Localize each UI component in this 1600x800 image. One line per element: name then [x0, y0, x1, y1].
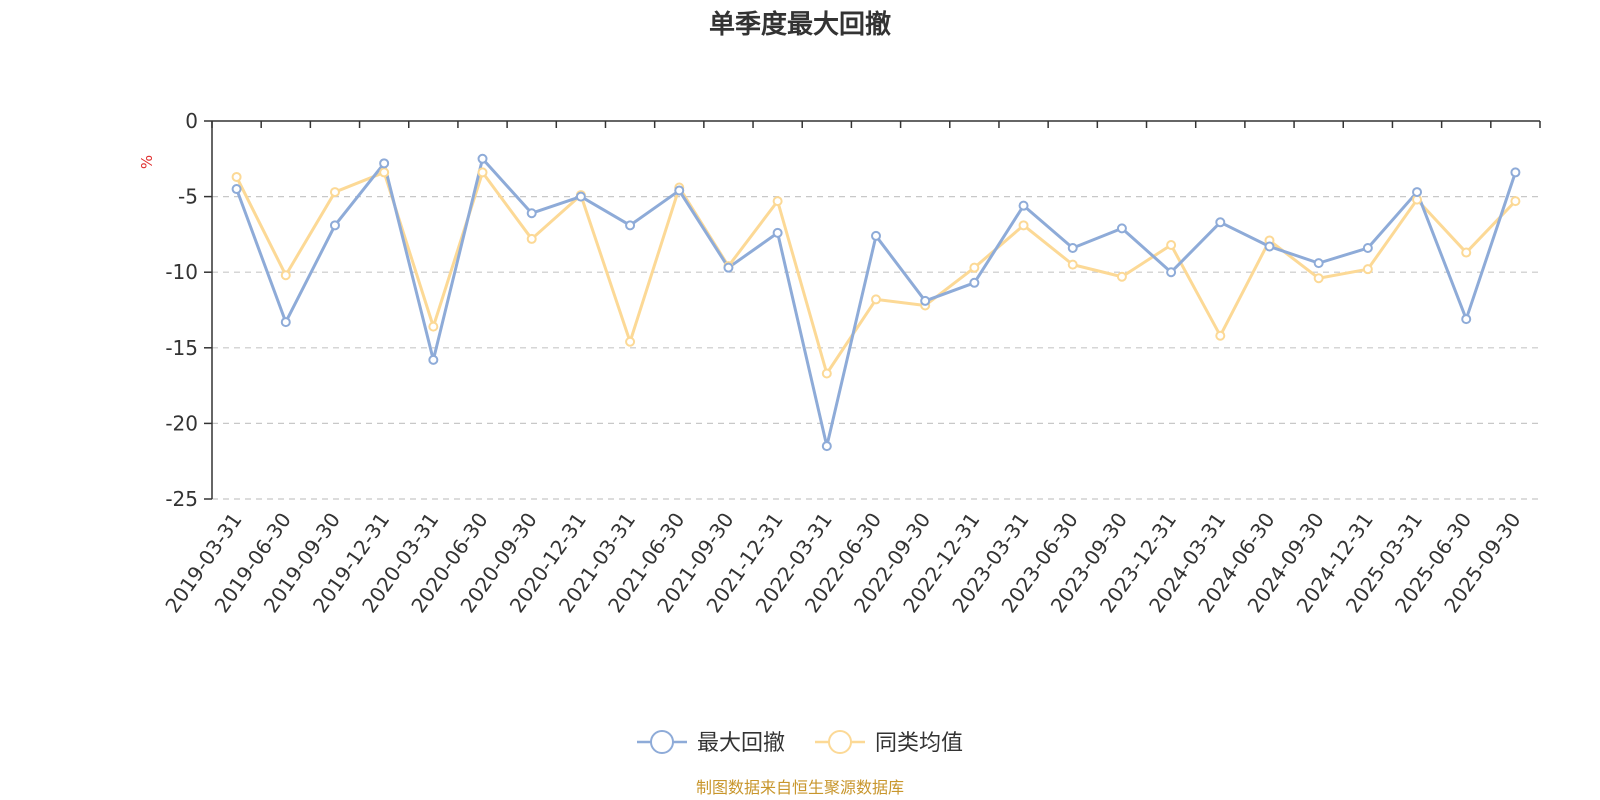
data-point[interactable]	[1067, 259, 1078, 270]
data-point[interactable]	[1461, 314, 1472, 325]
data-point[interactable]	[625, 336, 636, 347]
data-point[interactable]	[1018, 220, 1029, 231]
legend-marker[interactable]	[828, 730, 852, 754]
legend-label[interactable]: 最大回撤	[697, 731, 785, 756]
data-point[interactable]	[1166, 239, 1177, 250]
data-point[interactable]	[1412, 187, 1423, 198]
data-point[interactable]	[871, 294, 881, 305]
y-axis-unit: %	[138, 155, 156, 169]
data-point[interactable]	[477, 153, 488, 164]
data-point[interactable]	[526, 233, 537, 244]
data-point[interactable]	[1510, 196, 1521, 207]
legend: 最大回撤 同类均值	[637, 730, 963, 756]
data-point[interactable]	[821, 368, 832, 379]
data-point[interactable]	[1215, 217, 1226, 228]
data-point[interactable]	[1362, 264, 1373, 275]
data-point[interactable]	[871, 230, 881, 241]
data-point[interactable]	[428, 354, 439, 365]
data-point[interactable]	[772, 196, 783, 207]
y-tick-label: -15	[165, 336, 198, 360]
data-point[interactable]	[1116, 223, 1127, 234]
y-tick-label: -10	[165, 260, 198, 284]
data-point[interactable]	[969, 262, 980, 273]
data-point[interactable]	[920, 295, 931, 306]
data-point[interactable]	[1461, 247, 1472, 258]
x-axis-ticks: 2019-03-312019-06-302019-09-302019-12-31…	[160, 121, 1541, 617]
y-tick-label: -20	[165, 411, 198, 435]
data-point[interactable]	[1116, 271, 1127, 282]
data-point[interactable]	[329, 220, 340, 231]
legend-label[interactable]: 同类均值	[875, 731, 963, 756]
legend-marker[interactable]	[650, 730, 674, 754]
y-tick-label: -5	[178, 185, 198, 209]
data-point[interactable]	[625, 220, 636, 231]
data-point[interactable]	[329, 187, 340, 198]
y-tick-label: 0	[185, 109, 198, 133]
data-point[interactable]	[1313, 258, 1324, 269]
data-point[interactable]	[772, 227, 783, 238]
data-point[interactable]	[821, 441, 832, 452]
series-layer	[231, 153, 1521, 452]
gridlines	[212, 196, 1540, 500]
data-point[interactable]	[1264, 241, 1275, 252]
data-point[interactable]	[575, 191, 586, 202]
data-point[interactable]	[379, 158, 390, 169]
data-point[interactable]	[280, 270, 291, 281]
data-point[interactable]	[428, 321, 439, 332]
chart-title: 单季度最大回撤	[709, 9, 891, 40]
data-point[interactable]	[231, 171, 242, 182]
source-note: 制图数据来自恒生聚源数据库	[696, 778, 904, 797]
data-point[interactable]	[477, 167, 488, 178]
data-point[interactable]	[1362, 243, 1373, 254]
y-tick-label: -25	[165, 487, 198, 511]
data-point[interactable]	[231, 184, 242, 195]
data-point[interactable]	[1018, 200, 1029, 211]
data-point[interactable]	[280, 317, 291, 328]
data-point[interactable]	[1215, 330, 1226, 341]
data-point[interactable]	[1510, 167, 1521, 178]
data-point[interactable]	[674, 185, 685, 196]
data-point[interactable]	[1067, 243, 1078, 254]
data-point[interactable]	[723, 262, 734, 273]
y-axis-ticks: 0 -5 -10 -15 -20 -25	[165, 109, 212, 511]
data-point[interactable]	[969, 277, 980, 288]
data-point[interactable]	[526, 208, 537, 219]
data-point[interactable]	[1166, 267, 1177, 278]
data-point[interactable]	[379, 167, 390, 178]
data-point[interactable]	[1313, 273, 1324, 284]
